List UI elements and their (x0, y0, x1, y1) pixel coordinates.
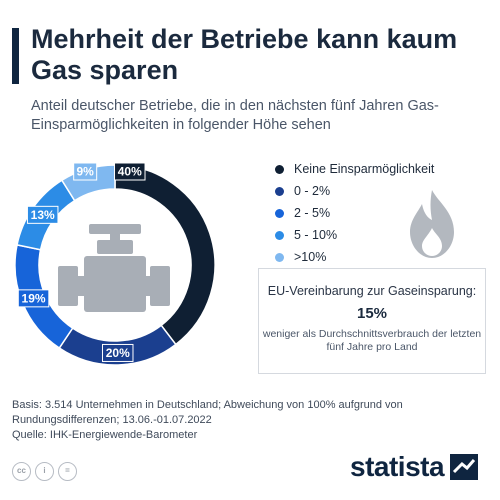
basis-note: Basis: 3.514 Unternehmen in Deutschland;… (12, 399, 403, 426)
legend-swatch (275, 208, 284, 218)
license-icons: cc i = (12, 462, 77, 481)
chart-title: Mehrheit der Betriebe kann kaum Gas spar… (31, 24, 458, 85)
legend-label: 0 - 2% (294, 184, 331, 198)
slice-label-2: 20% (106, 346, 130, 360)
legend-label: 2 - 5% (294, 206, 331, 220)
slice-label-box-2 (101, 343, 134, 362)
slice-label-1: 40% (118, 165, 142, 179)
legend: Keine Einsparmöglichkeit 0 - 2% 2 - 5% 5 - … (275, 158, 434, 268)
legend-label: 5 - 10% (294, 228, 338, 242)
slice-label-5: 9% (77, 165, 95, 179)
slice-label-4: 13% (31, 208, 55, 222)
legend-item-3: 2 - 5% (275, 202, 434, 224)
slice-1 (114, 164, 216, 346)
statista-mark-icon (450, 454, 479, 480)
callout-value: 15% (356, 305, 388, 322)
slice-label-box-4 (26, 205, 59, 224)
source-note: Quelle: IHK-Energiewende-Barometer (12, 429, 198, 441)
chart-subtitle: Anteil deutscher Betriebe, die in den nä… (31, 98, 439, 133)
legend-label: Keine Einsparmöglichkeit (294, 162, 435, 176)
title-accent-bar (12, 28, 19, 84)
footnotes: Basis: 3.514 Unternehmen in Deutschland;… (12, 398, 492, 443)
legend-swatch (275, 186, 284, 196)
legend-item-4: 5 - 10% (275, 224, 434, 246)
legend-swatch (275, 164, 284, 174)
donut-labels: 40% 20% 19% 13% 9% (17, 162, 146, 362)
no-derivatives-icon[interactable]: = (58, 462, 77, 481)
slice-label-box-1 (114, 162, 146, 181)
callout-heading: EU-Vereinbarung zur Gaseinsparung: (267, 284, 477, 298)
legend-swatch (275, 252, 284, 262)
flame-icon (410, 190, 454, 258)
callout-note: weniger als Durchschnittsverbrauch der l… (262, 328, 482, 353)
legend-item-5: >10% (275, 246, 434, 268)
slice-label-box-3 (17, 289, 50, 308)
attribution-icon[interactable]: i (35, 462, 54, 481)
slice-label-box-5 (73, 162, 98, 181)
statista-logo[interactable]: statista (350, 451, 479, 483)
eu-agreement-callout: EU-Vereinbarung zur Gaseinsparung: 15% w… (258, 268, 486, 374)
donut-chart: 40% 20% 19% 13% 9% (14, 162, 216, 366)
legend-item-2: 0 - 2% (275, 180, 434, 202)
legend-swatch (275, 230, 284, 240)
legend-item-1: Keine Einsparmöglichkeit (275, 158, 434, 180)
cc-icon[interactable]: cc (12, 462, 31, 481)
legend-label: >10% (294, 250, 327, 264)
factory-valve-icon (58, 224, 170, 312)
brand-name: statista (350, 451, 445, 482)
slice-label-3: 19% (22, 291, 46, 305)
